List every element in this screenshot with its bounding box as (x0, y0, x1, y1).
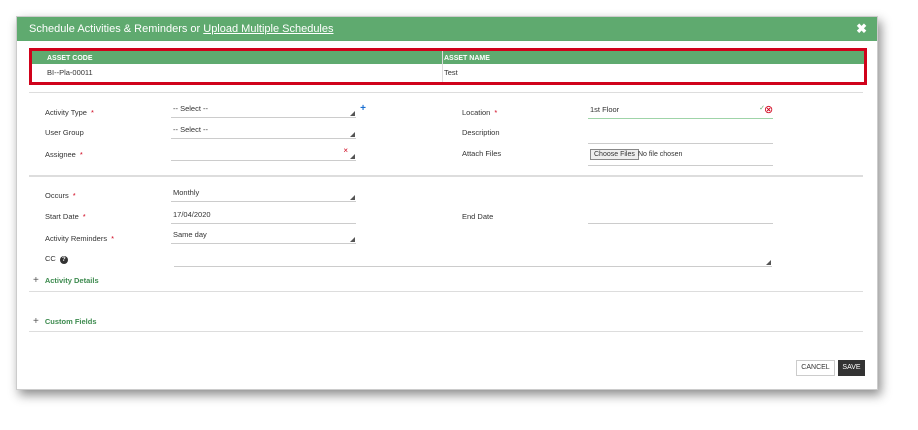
occurs-select[interactable]: Monthly (171, 187, 356, 202)
attach-files-label: Attach Files (462, 149, 502, 158)
assignee-label: Assignee * (45, 150, 83, 159)
divider (29, 331, 863, 332)
location-select[interactable]: 1st Floor ✓ (588, 104, 773, 119)
cancel-button[interactable]: CANCEL (796, 360, 835, 376)
location-label: Location * (462, 108, 498, 117)
description-input[interactable] (588, 129, 773, 144)
check-icon: ✓ (759, 105, 765, 112)
asset-name-cell: Test (444, 68, 458, 77)
choose-files-button[interactable]: Choose Files (590, 149, 639, 160)
plus-icon: + (33, 275, 39, 286)
close-icon[interactable]: ✖ (856, 21, 867, 36)
clear-location-icon[interactable]: ⊗ (764, 104, 774, 116)
activity-reminders-label: Activity Reminders * (45, 234, 115, 243)
activity-type-select[interactable]: -- Select -- (171, 103, 356, 118)
help-icon[interactable]: ? (59, 256, 68, 264)
dialog-title: Schedule Activities & Reminders or Uploa… (29, 23, 334, 35)
asset-code-cell: BI--Pla-00011 (47, 68, 93, 77)
divider (29, 92, 863, 93)
plus-icon: + (33, 316, 39, 327)
end-date-label: End Date (462, 212, 494, 221)
assignee-select[interactable]: × (171, 146, 356, 161)
column-asset-code: ASSET CODE (47, 55, 93, 62)
end-date-input[interactable] (588, 209, 773, 224)
user-group-label: User Group (45, 128, 84, 137)
custom-fields-toggle[interactable]: + Custom Fields (33, 316, 97, 327)
dialog-header: Schedule Activities & Reminders or Uploa… (17, 17, 877, 41)
asset-table-header: ASSET CODE ASSET NAME (32, 51, 864, 64)
activity-details-toggle[interactable]: + Activity Details (33, 275, 99, 286)
description-label: Description (462, 128, 500, 137)
user-group-select[interactable]: -- Select -- (171, 124, 356, 139)
schedule-dialog: Schedule Activities & Reminders or Uploa… (16, 16, 878, 390)
add-activity-type-icon[interactable]: + (359, 103, 367, 114)
divider (29, 175, 863, 177)
clear-assignee-icon[interactable]: × (343, 146, 348, 155)
activity-type-label: Activity Type * (45, 108, 94, 117)
upload-multiple-schedules-link[interactable]: Upload Multiple Schedules (203, 23, 334, 35)
save-button[interactable]: SAVE (838, 360, 865, 376)
asset-table: ASSET CODE ASSET NAME BI--Pla-00011 Test (29, 48, 867, 85)
start-date-label: Start Date * (45, 212, 86, 221)
activity-reminders-select[interactable]: Same day (171, 229, 356, 244)
attach-files-input: Choose Files No file chosen (588, 147, 773, 166)
occurs-label: Occurs * (45, 191, 76, 200)
file-status: No file chosen (638, 151, 683, 158)
column-asset-name: ASSET NAME (444, 55, 490, 62)
start-date-input[interactable]: 17/04/2020 (171, 209, 356, 224)
cc-label: CC? (45, 254, 68, 264)
table-row: BI--Pla-00011 Test (32, 64, 864, 82)
divider (29, 291, 863, 292)
cc-input[interactable] (174, 252, 772, 267)
